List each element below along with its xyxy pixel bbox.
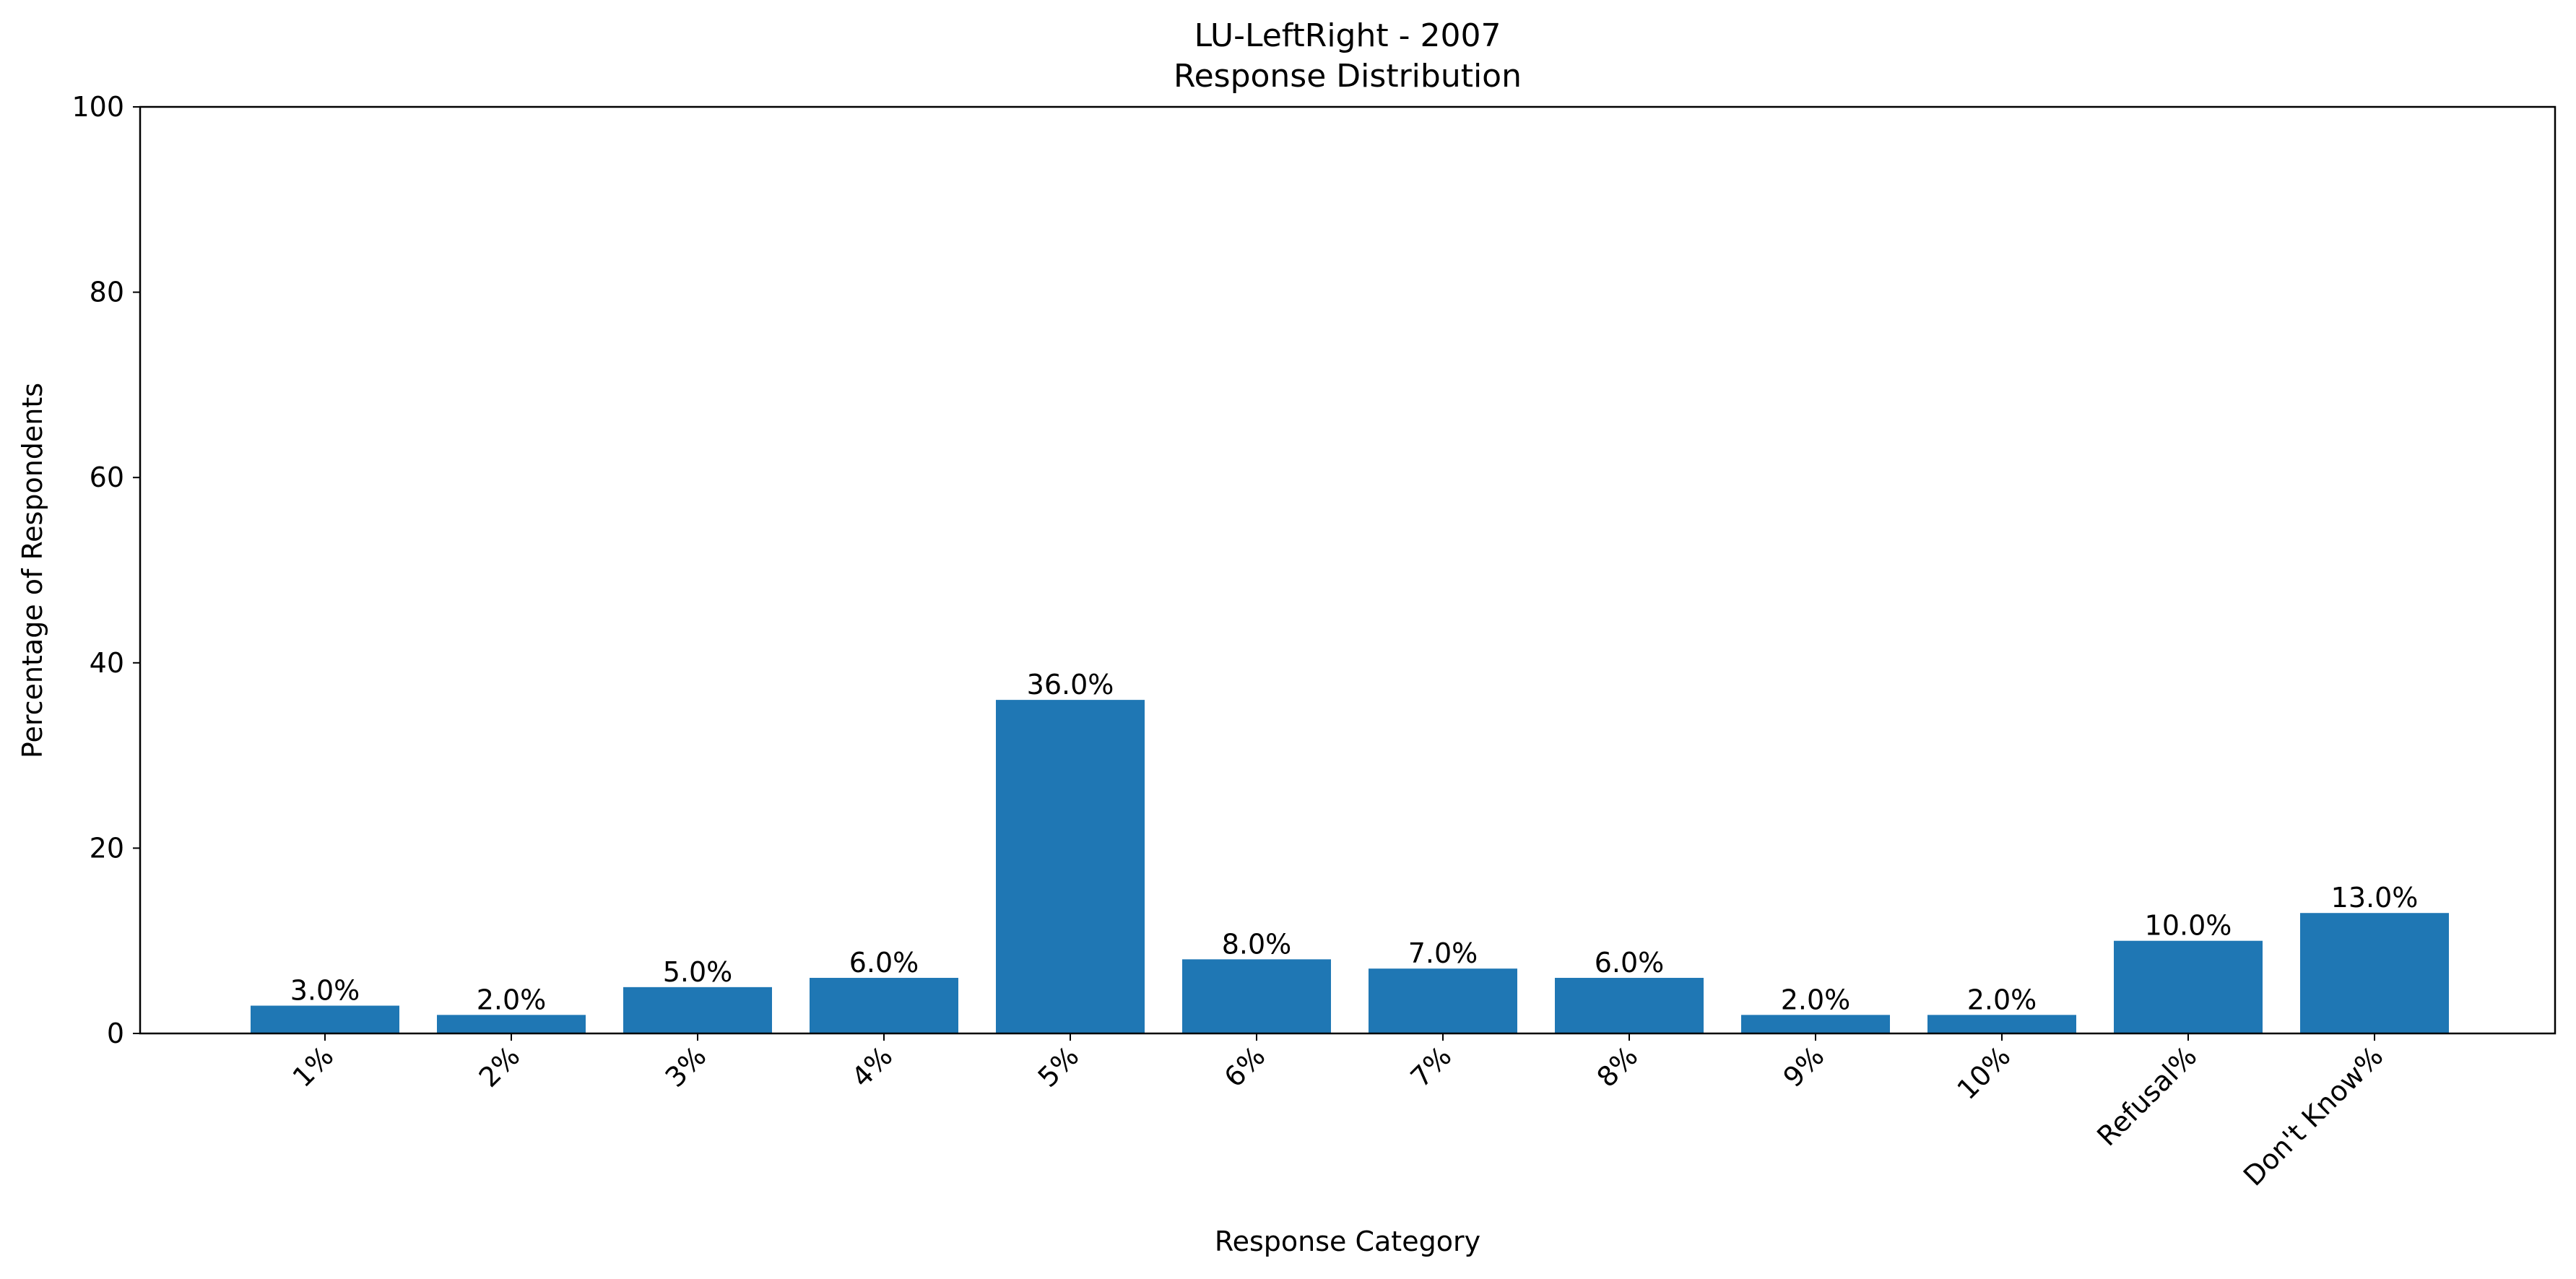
y-tick-label: 0 bbox=[107, 1018, 124, 1049]
bar-value-label: 7.0% bbox=[1408, 937, 1478, 969]
bar-4 bbox=[810, 978, 958, 1033]
bar-value-label: 8.0% bbox=[1222, 928, 1292, 960]
y-axis-label: Percentage of Respondents bbox=[17, 383, 48, 758]
bar-6 bbox=[1182, 959, 1331, 1033]
bar-value-label: 3.0% bbox=[290, 975, 360, 1007]
bar-value-label: 2.0% bbox=[1781, 984, 1851, 1015]
bar-1 bbox=[251, 1005, 399, 1033]
bar-2 bbox=[437, 1015, 586, 1033]
bar-value-label: 2.0% bbox=[477, 984, 547, 1015]
bar-value-label: 6.0% bbox=[1595, 947, 1665, 979]
bar-12 bbox=[2300, 913, 2449, 1033]
bar-value-label: 36.0% bbox=[1027, 669, 1114, 701]
y-tick-label: 100 bbox=[71, 91, 124, 123]
bar-8 bbox=[1555, 978, 1704, 1033]
plot-frame bbox=[139, 105, 2557, 1035]
bar-value-label: 13.0% bbox=[2331, 882, 2419, 914]
chart-subtitle: Response Distribution bbox=[1174, 58, 1522, 95]
bars-group bbox=[251, 700, 2449, 1033]
y-tick-label: 80 bbox=[90, 277, 124, 308]
bar-7 bbox=[1369, 968, 1517, 1033]
y-tick-label: 20 bbox=[90, 832, 124, 864]
bar-5 bbox=[996, 700, 1145, 1033]
bar-labels-group: 3.0% 2.0% 5.0% 6.0% 36.0% 8.0% 7.0% 6.0% 2.0% 2.0… bbox=[290, 669, 2419, 1015]
bar-value-label: 5.0% bbox=[663, 956, 733, 988]
y-axis: 0 20 40 60 80 100 bbox=[71, 91, 140, 1049]
bar-11 bbox=[2114, 940, 2263, 1033]
x-axis-label: Response Category bbox=[1215, 1226, 1480, 1257]
bar-value-label: 10.0% bbox=[2145, 910, 2232, 942]
bar-value-label: 6.0% bbox=[849, 947, 919, 979]
bar-3 bbox=[623, 987, 772, 1033]
bar-9 bbox=[1741, 1015, 1890, 1033]
bar-value-label: 2.0% bbox=[1967, 984, 2037, 1015]
bar-10 bbox=[1927, 1015, 2076, 1033]
y-tick-label: 60 bbox=[90, 461, 124, 493]
y-tick-label: 40 bbox=[90, 647, 124, 679]
chart-title: LU-LeftRight - 2007 bbox=[1194, 17, 1501, 54]
